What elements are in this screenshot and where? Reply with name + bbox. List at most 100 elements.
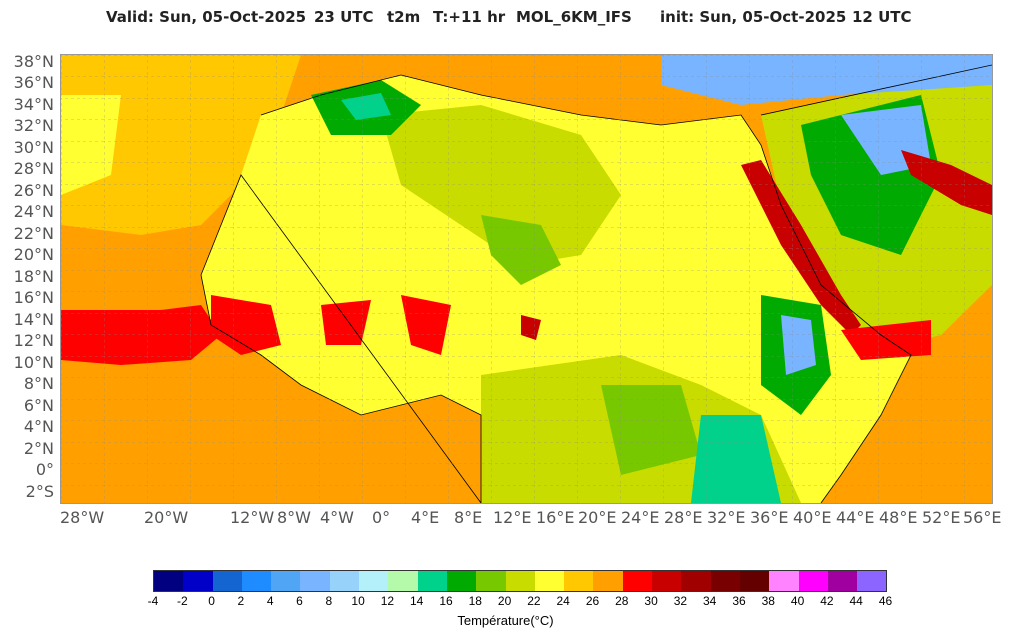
colorbar-swatch [857, 571, 887, 591]
colorbar-swatch [622, 571, 653, 591]
colorbar-tick-label: 8 [325, 594, 333, 608]
lat-lon-grid [61, 55, 992, 503]
lat-label: 16°N [13, 288, 54, 307]
lat-label: 34°N [13, 95, 54, 114]
lon-label: 8°E [454, 508, 483, 527]
lon-label: 0° [372, 508, 391, 527]
colorbar-tick-label: 0 [208, 594, 215, 608]
forecast-step: T:+11 hr [433, 8, 506, 26]
colorbar-swatch [534, 571, 565, 591]
lon-label: 12°W [230, 508, 275, 527]
lon-label: 36°E [750, 508, 789, 527]
colorbar-swatch [446, 571, 477, 591]
colorbar-tick-label: 26 [585, 594, 600, 608]
lat-label: 8°N [23, 374, 54, 393]
lon-label: 28°W [60, 508, 105, 527]
colorbar-tick-label: 16 [439, 594, 453, 608]
parameter: t2m [387, 8, 421, 26]
colorbar-tick-label: 10 [351, 594, 365, 608]
lat-label: 30°N [13, 138, 54, 157]
lon-label: 44°E [836, 508, 875, 527]
colorbar-swatch [593, 571, 623, 591]
colorbar-swatch [300, 571, 330, 591]
colorbar-swatch [564, 571, 594, 591]
lon-label: 8°W [277, 508, 311, 527]
lon-label: 48°E [879, 508, 918, 527]
lon-label: 52°E [922, 508, 961, 527]
map-canvas [61, 55, 992, 503]
colorbar-swatch [476, 571, 506, 591]
lon-label: 56°E [963, 508, 1002, 527]
colorbar-title: Température(°C) [457, 613, 554, 628]
colorbar-tick-label: 18 [468, 594, 482, 608]
colorbar-tick-label: -4 [147, 594, 159, 608]
valid-hour: 23 UTC [314, 8, 374, 26]
lat-label: 26°N [13, 181, 54, 200]
lon-label: 20°W [144, 508, 189, 527]
lat-label: 28°N [13, 159, 54, 178]
colorbar-swatch [154, 571, 184, 591]
map-header: Valid: Sun, 05-Oct-2025 23 UTC t2m T:+11… [0, 8, 1011, 28]
temperature-map [60, 54, 993, 504]
lat-label: 24°N [13, 202, 54, 221]
temperature-colorbar [153, 570, 888, 592]
lon-label: 24°E [621, 508, 660, 527]
colorbar-swatch [827, 571, 858, 591]
colorbar-tick-label: 28 [615, 594, 629, 608]
lon-label: 32°E [707, 508, 746, 527]
colorbar-tick-label: 38 [761, 594, 775, 608]
lat-label: 12°N [13, 331, 54, 350]
colorbar-tick-label: 34 [703, 594, 717, 608]
lon-label: 12°E [493, 508, 532, 527]
colorbar-swatch [241, 571, 272, 591]
lon-label: 20°E [578, 508, 617, 527]
lat-label: 22°N [13, 224, 54, 243]
colorbar-swatch [798, 571, 828, 591]
model-name: MOL_6KM_IFS [516, 8, 632, 26]
colorbar-tick-label: 4 [266, 594, 274, 608]
lat-label: 0° [35, 460, 54, 479]
colorbar-tick-label: -2 [176, 594, 188, 608]
lat-label: 36°N [13, 73, 54, 92]
colorbar-swatch [271, 571, 301, 591]
lon-label: 28°E [664, 508, 703, 527]
lat-label: 4°N [23, 417, 54, 436]
valid-date: Valid: Sun, 05-Oct-2025 [106, 8, 307, 26]
colorbar-swatch [505, 571, 535, 591]
colorbar-tick-label: 14 [410, 594, 424, 608]
init-date: init: Sun, 05-Oct-2025 [660, 8, 847, 26]
colorbar-tick-label: 46 [878, 594, 893, 608]
colorbar-swatch [681, 571, 711, 591]
lat-label: 14°N [13, 310, 54, 329]
lat-label: 20°N [13, 245, 54, 264]
colorbar-swatch [359, 571, 389, 591]
colorbar-tick-label: 32 [673, 594, 688, 608]
lat-label: 38°N [13, 52, 54, 71]
lat-label: 18°N [13, 267, 54, 286]
colorbar-tick-label: 44 [849, 594, 863, 608]
colorbar-swatch [652, 571, 682, 591]
init-hour: 12 UTC [852, 8, 912, 26]
colorbar-tick-label: 24 [556, 594, 570, 608]
lat-label: 32°N [13, 116, 54, 135]
colorbar-tick-label: 20 [497, 594, 512, 608]
lat-label: 6°N [23, 396, 54, 415]
lon-label: 40°E [793, 508, 832, 527]
colorbar-tick-label: 42 [820, 594, 834, 608]
lon-label: 4°W [320, 508, 354, 527]
colorbar-tick-label: 36 [732, 594, 746, 608]
lon-label: 16°E [536, 508, 575, 527]
colorbar-tick-label: 2 [237, 594, 245, 608]
colorbar-swatch [739, 571, 770, 591]
lon-label: 4°E [411, 508, 440, 527]
colorbar-swatch [388, 571, 418, 591]
colorbar-swatch [212, 571, 242, 591]
colorbar-swatch [417, 571, 447, 591]
colorbar-swatch [710, 571, 740, 591]
colorbar-tick-label: 22 [527, 594, 541, 608]
colorbar-tick-label: 12 [380, 594, 395, 608]
colorbar-swatch [183, 571, 213, 591]
colorbar-tick-label: 40 [790, 594, 805, 608]
colorbar-swatch [769, 571, 799, 591]
lat-label: 2°N [23, 439, 54, 458]
